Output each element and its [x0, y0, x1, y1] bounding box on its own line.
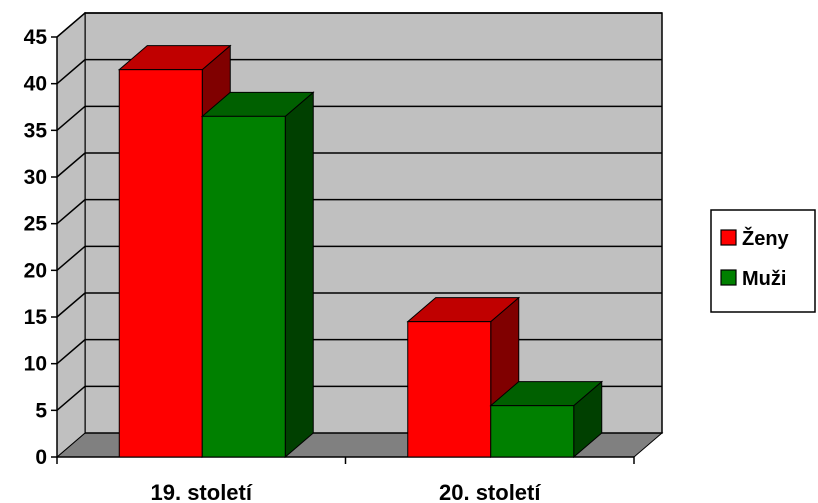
bar	[200, 91, 315, 459]
gridline	[56, 292, 662, 318]
legend-entry: Muži	[742, 268, 786, 290]
bar-front	[407, 321, 492, 458]
y-tick-label: 30	[24, 166, 47, 189]
bar-front	[201, 115, 286, 458]
bar-front	[118, 69, 203, 458]
legend-box	[710, 209, 816, 313]
legend-entry: Ženy	[742, 226, 790, 250]
gridline	[56, 245, 662, 271]
gridline	[56, 12, 662, 38]
bar-front	[490, 405, 575, 458]
y-tick-label: 5	[35, 399, 47, 422]
bar-side	[284, 91, 314, 459]
y-tick-label: 15	[24, 306, 48, 329]
gridline	[56, 198, 662, 225]
gridline	[56, 152, 662, 178]
gridline	[56, 105, 662, 131]
legend: Ženy Muži	[710, 209, 816, 313]
y-tick-label: 40	[24, 73, 47, 96]
y-tick-labels: 0 5 10 15 20 25 30 35 40 45	[24, 26, 48, 469]
legend-swatch	[720, 229, 737, 246]
y-tick-label: 25	[24, 213, 48, 236]
gridline	[56, 58, 662, 85]
y-tick-label: 0	[35, 446, 47, 469]
bars	[117, 44, 604, 459]
y-tick-label: 20	[24, 259, 47, 282]
y-tick-label: 45	[24, 26, 48, 49]
x-category-label: 19. století	[151, 480, 253, 503]
bar	[406, 296, 521, 459]
y-tick-label: 10	[24, 353, 47, 376]
x-category-label: 20. století	[439, 480, 541, 503]
y-tick-label: 35	[24, 119, 48, 142]
x-category-labels: 19. století 20. století	[151, 480, 542, 503]
legend-swatch	[720, 269, 737, 286]
bar	[489, 380, 604, 459]
